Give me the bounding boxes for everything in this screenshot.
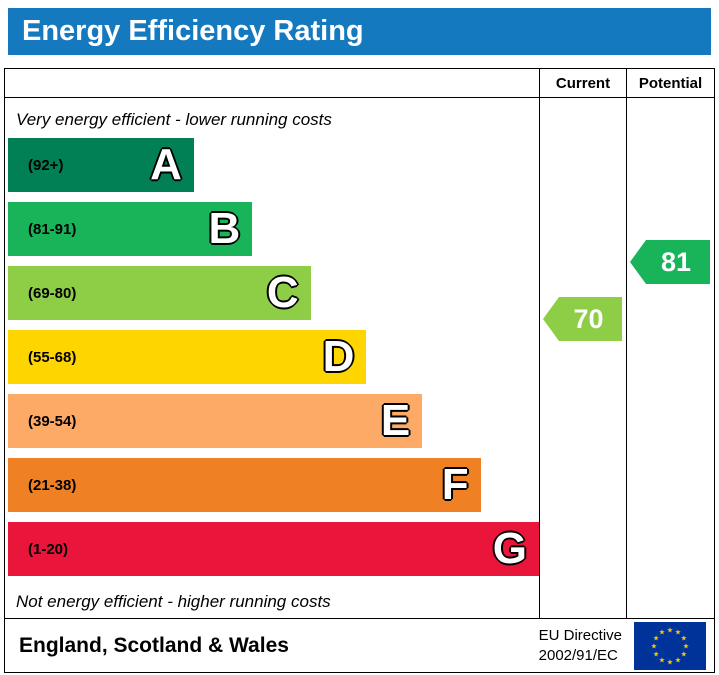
chart-box: Current Potential Very energy efficient … bbox=[4, 68, 715, 673]
band-range: (55-68) bbox=[28, 348, 77, 366]
region-label: England, Scotland & Wales bbox=[19, 633, 289, 657]
svg-text:★: ★ bbox=[683, 641, 689, 650]
eu-flag-icon: ★ ★ ★ ★ ★ ★ ★ ★ ★ ★ ★ ★ bbox=[634, 621, 706, 670]
svg-text:★: ★ bbox=[675, 655, 681, 664]
potential-column-header: Potential bbox=[626, 69, 714, 98]
band-range: (69-80) bbox=[28, 284, 77, 302]
band-G: (1-20) G bbox=[8, 522, 539, 576]
svg-text:★: ★ bbox=[675, 627, 681, 636]
svg-text:★: ★ bbox=[659, 655, 665, 664]
header-spacer bbox=[5, 69, 539, 98]
band-range: (21-38) bbox=[28, 476, 77, 494]
svg-text:★: ★ bbox=[659, 627, 665, 636]
band-letter: D bbox=[322, 332, 355, 381]
band-letter: C bbox=[266, 268, 299, 317]
band-letter: F bbox=[441, 460, 469, 509]
eu-directive-line2: 2002/91/EC bbox=[538, 646, 618, 664]
potential-rating-cell: 81 bbox=[626, 98, 714, 618]
current-rating-cell: 70 bbox=[539, 98, 626, 618]
current-column-header: Current bbox=[539, 69, 626, 98]
top-note: Very energy efficient - lower running co… bbox=[16, 110, 332, 129]
band-F: (21-38) F bbox=[8, 458, 481, 512]
eu-directive-line1: EU Directive bbox=[538, 627, 622, 644]
band-range: (1-20) bbox=[28, 540, 69, 558]
band-E: (39-54) E bbox=[8, 394, 423, 448]
potential-rating-arrow: 81 bbox=[630, 240, 710, 284]
band-range: (39-54) bbox=[28, 412, 77, 430]
svg-text:★: ★ bbox=[681, 633, 687, 642]
current-rating-arrow: 70 bbox=[543, 297, 622, 341]
page-title: Energy Efficiency Rating bbox=[22, 15, 364, 47]
band-letter: G bbox=[492, 524, 527, 573]
svg-text:★: ★ bbox=[667, 625, 673, 634]
rating-table: Current Potential Very energy efficient … bbox=[5, 69, 714, 618]
svg-text:★: ★ bbox=[667, 657, 673, 666]
band-C: (69-80) C bbox=[8, 266, 311, 320]
footer-right: EU Directive 2002/91/EC ★ ★ ★ ★ ★ ★ ★ ★ … bbox=[539, 621, 706, 670]
band-letter: E bbox=[380, 396, 411, 445]
band-letter: B bbox=[208, 204, 241, 253]
band-letter: A bbox=[150, 140, 182, 189]
band-B: (81-91) B bbox=[8, 202, 253, 256]
bottom-note: Not energy efficient - higher running co… bbox=[16, 592, 331, 611]
potential-rating-value: 81 bbox=[660, 246, 692, 277]
band-A: (92+) A bbox=[8, 138, 194, 192]
svg-text:★: ★ bbox=[653, 633, 659, 642]
footer: England, Scotland & Wales EU Directive 2… bbox=[5, 618, 714, 672]
current-rating-value: 70 bbox=[573, 303, 604, 334]
header: Energy Efficiency Rating bbox=[8, 8, 711, 55]
band-range: (92+) bbox=[28, 156, 64, 174]
svg-text:★: ★ bbox=[681, 649, 687, 658]
band-range: (81-91) bbox=[28, 220, 77, 238]
bands-area: Very energy efficient - lower running co… bbox=[5, 98, 539, 618]
svg-text:★: ★ bbox=[653, 649, 659, 658]
svg-text:★: ★ bbox=[651, 641, 657, 650]
band-D: (55-68) D bbox=[8, 330, 367, 384]
bands-container: (92+) A (81-91) B (69-80) C (55-68) D (39-54) E (2… bbox=[8, 138, 539, 576]
eu-directive-label: EU Directive 2002/91/EC bbox=[539, 626, 622, 665]
